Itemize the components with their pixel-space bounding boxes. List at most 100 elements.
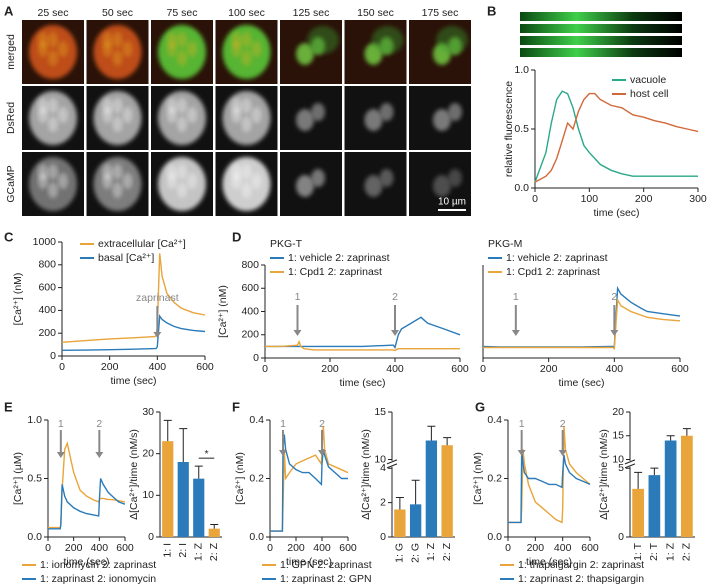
legend-label: 1: vehicle 2: zaprinast bbox=[506, 252, 608, 264]
error-bar bbox=[395, 496, 404, 510]
y-tick-label: 15 bbox=[612, 430, 624, 442]
legend-label: 1: Cpd1 2: zaprinast bbox=[288, 266, 382, 278]
x-tick-label: 2: G bbox=[409, 543, 421, 563]
y-axis-label: [Ca²⁺] (nM) bbox=[472, 452, 484, 505]
parasite bbox=[122, 41, 133, 57]
legend-label: 1: GPN 2: zaprinast bbox=[280, 559, 372, 571]
y-tick-label: 15 bbox=[374, 406, 386, 418]
panel-label: A bbox=[4, 3, 14, 18]
y-tick-label: 1.0 bbox=[27, 414, 42, 426]
annotation-arrowhead bbox=[279, 450, 287, 456]
y-tick-label: 0.5 bbox=[514, 123, 529, 135]
axis-break-mark bbox=[386, 463, 398, 469]
y-tick-label: 400 bbox=[241, 305, 259, 317]
scale-bar-label: 10 µm bbox=[438, 197, 466, 208]
annotation-arrowhead bbox=[293, 330, 302, 336]
series-line bbox=[508, 449, 591, 524]
x-tick-label: 2: Z bbox=[681, 542, 693, 561]
parasite bbox=[187, 107, 197, 123]
host-signal bbox=[371, 26, 404, 54]
parasite bbox=[112, 116, 123, 132]
time-label: 100 sec bbox=[228, 7, 265, 19]
time-label: 50 sec bbox=[102, 7, 133, 19]
series-line bbox=[265, 339, 460, 352]
micrograph bbox=[409, 20, 471, 84]
x-axis-label: time (sec) bbox=[339, 377, 385, 389]
bar bbox=[441, 445, 453, 537]
x-tick-label: 300 bbox=[689, 193, 707, 205]
x-tick-label: 2: T bbox=[648, 542, 660, 560]
parasite bbox=[379, 169, 394, 187]
y-tick-label: 400 bbox=[38, 304, 56, 316]
parasite bbox=[379, 103, 394, 121]
micrograph bbox=[344, 86, 407, 150]
y-axis-label: Δ[Ca²⁺]/time (nM/s) bbox=[128, 429, 140, 520]
series-line bbox=[61, 253, 206, 343]
y-tick-label: 0 bbox=[380, 531, 386, 543]
axis-break bbox=[388, 460, 396, 467]
legend-label: 1: Cpd1 2: zaprinast bbox=[506, 266, 600, 278]
y-tick-label: 0 bbox=[618, 531, 624, 543]
x-tick-label: 2: Z bbox=[441, 542, 453, 561]
y-axis-label: [Ca²⁺] (nM) bbox=[217, 285, 229, 338]
x-tick-label: 100 bbox=[581, 193, 599, 205]
x-tick-label: 1: G bbox=[394, 543, 406, 563]
parasite bbox=[241, 164, 252, 180]
y-tick-label: 10 bbox=[612, 453, 624, 465]
bar bbox=[208, 528, 220, 537]
parasite bbox=[433, 109, 451, 131]
time-label: 25 sec bbox=[38, 7, 69, 19]
parasite bbox=[177, 98, 187, 114]
x-tick-label: 1: T bbox=[632, 542, 644, 560]
parasite bbox=[251, 41, 262, 57]
annotation-arrowhead bbox=[517, 450, 526, 456]
parasite bbox=[231, 41, 242, 57]
parasite bbox=[433, 175, 451, 197]
micrograph bbox=[151, 152, 213, 216]
annotation: 1 bbox=[58, 418, 64, 430]
panel-label: B bbox=[487, 3, 496, 18]
parasite bbox=[241, 50, 252, 66]
parasite bbox=[177, 182, 187, 198]
legend-label: 1: zaprinast 2: ionomycin bbox=[40, 573, 156, 585]
time-label: 150 sec bbox=[357, 7, 394, 19]
parasite bbox=[364, 175, 383, 197]
y-tick-label: 4 bbox=[380, 462, 386, 474]
axis-break-mark bbox=[624, 459, 636, 465]
annotation: 2 bbox=[392, 291, 398, 303]
parasite bbox=[112, 98, 123, 114]
parasite bbox=[311, 103, 325, 121]
x-axis-label: time (sec) bbox=[593, 207, 639, 219]
error-bar bbox=[411, 479, 420, 505]
bar bbox=[162, 441, 174, 537]
parasite bbox=[177, 50, 187, 66]
parasite bbox=[48, 50, 58, 66]
y-tick-label: 200 bbox=[38, 327, 56, 339]
annotation: 2 bbox=[560, 418, 566, 430]
x-tick-label: 400 bbox=[313, 542, 331, 554]
parasite bbox=[58, 107, 68, 123]
parasite bbox=[102, 107, 113, 123]
x-tick-label: 600 bbox=[116, 542, 134, 554]
legend-label: host cell bbox=[630, 88, 669, 100]
micrograph bbox=[86, 20, 149, 84]
annotation-arrowhead bbox=[318, 450, 326, 456]
legend-label: 1: zaprinast 2: GPN bbox=[280, 573, 372, 585]
kymograph-strips bbox=[520, 12, 682, 57]
micrograph bbox=[215, 20, 278, 84]
error-bar bbox=[179, 428, 188, 462]
micrograph bbox=[215, 152, 278, 216]
y-tick-label: 800 bbox=[38, 259, 56, 271]
y-axis-label: Δ[Ca²⁺]/time (nM/s) bbox=[598, 429, 610, 520]
legend-label: 1: vehicle 2: zaprinast bbox=[288, 252, 390, 264]
x-tick-label: 0 bbox=[505, 542, 511, 554]
error-bar bbox=[427, 425, 436, 441]
annotation: 2 bbox=[611, 291, 617, 303]
y-tick-label: 1.0 bbox=[514, 64, 529, 76]
bar bbox=[425, 440, 438, 537]
y-tick-label: 0.2 bbox=[487, 472, 502, 484]
chart-title: PKG-T bbox=[270, 238, 303, 250]
parasite bbox=[231, 173, 242, 189]
parasite bbox=[448, 169, 462, 187]
